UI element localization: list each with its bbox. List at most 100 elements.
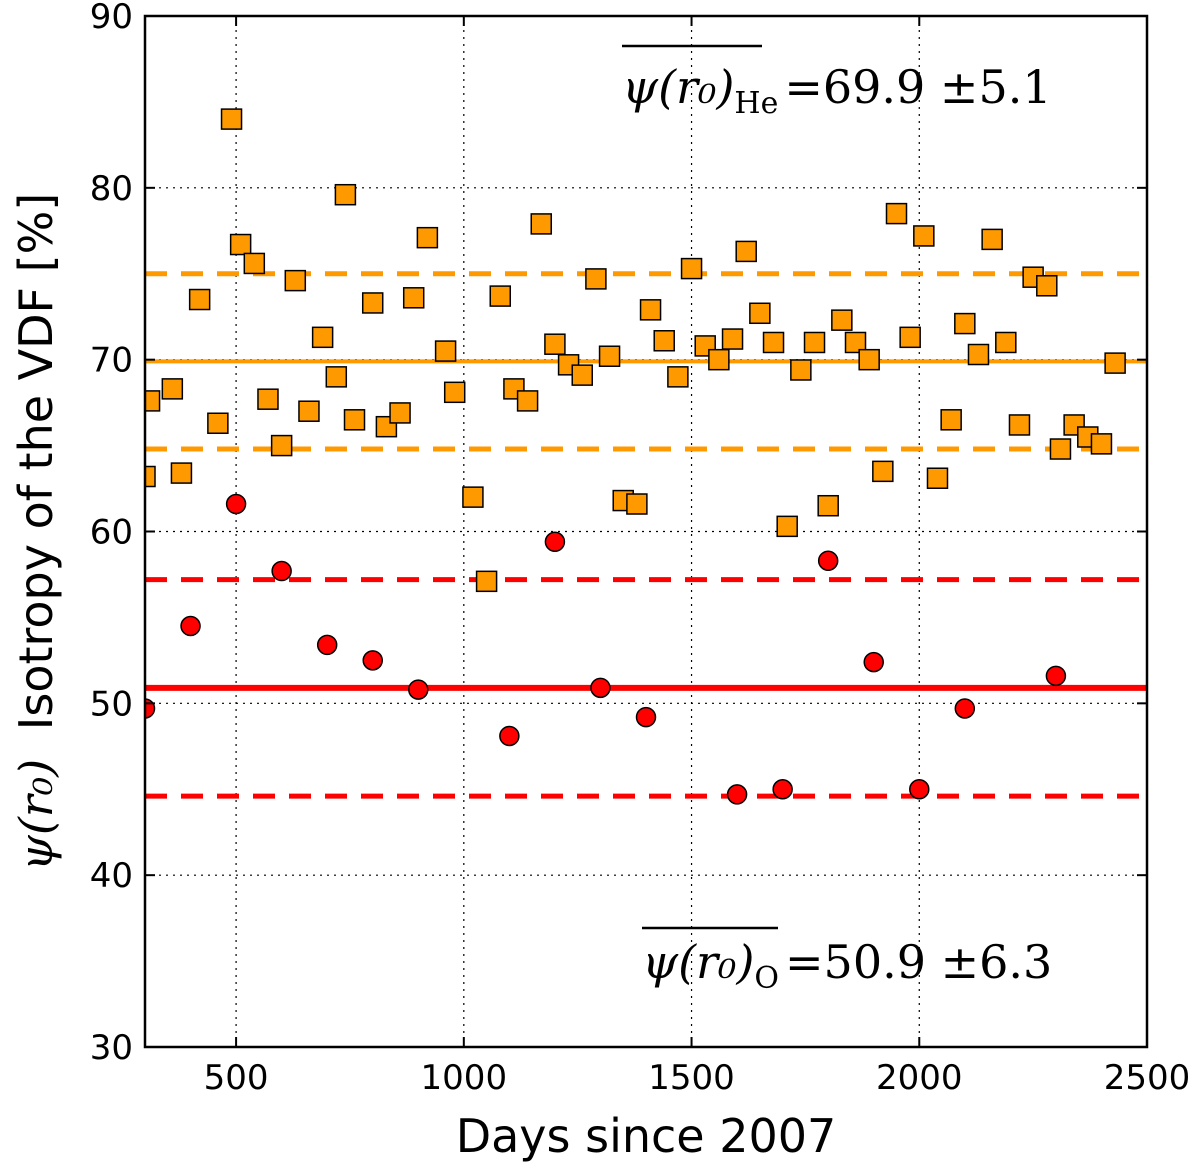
he-data-point — [334, 183, 357, 206]
he-data-point — [735, 240, 757, 263]
o-data-point — [954, 698, 976, 719]
he-data-point — [571, 364, 593, 386]
he-data-point — [708, 348, 730, 371]
he-data-point — [749, 302, 771, 325]
he-data-point — [926, 467, 949, 489]
o-data-point — [408, 679, 429, 700]
he-data-point — [680, 257, 703, 280]
axis-ticks: 500 1000 1500 2000 2500 30 40 50 60 70 80 90 — [90, 0, 1191, 1098]
he-data-point — [434, 340, 457, 362]
he-data-point — [402, 287, 425, 309]
he-annotation-lhs: ψ(r₀) — [622, 60, 734, 114]
he-data-point — [858, 348, 880, 371]
he-annotation-subscript: He — [734, 86, 778, 121]
y-tick-label: 90 — [90, 0, 133, 37]
o-data-point — [863, 651, 884, 673]
he-data-point — [913, 225, 935, 247]
he-data-point — [170, 462, 193, 484]
he-data-point — [188, 288, 211, 311]
he-annotation-text: ψ(r₀)He =69.9 ±5.1 — [622, 60, 1052, 121]
he-data-point — [1049, 438, 1072, 460]
he-data-point — [1090, 433, 1113, 455]
he-mean-annotation: ψ(r₀)He =69.9 ±5.1 — [622, 44, 1052, 121]
he-data-point — [462, 486, 484, 508]
he-data-point — [416, 226, 439, 249]
o-data-point — [909, 779, 930, 800]
o-data-point — [271, 560, 292, 582]
he-data-point — [653, 330, 675, 352]
he-data-point — [1036, 275, 1058, 297]
he-data-point — [243, 252, 266, 275]
he-data-point — [585, 268, 607, 290]
x-tick-label: 500 — [204, 1058, 269, 1098]
he-data-point — [817, 494, 839, 517]
he-data-point — [995, 331, 1017, 354]
o-data-point — [362, 650, 383, 671]
x-tick-label: 2000 — [876, 1058, 963, 1098]
o-data-point — [316, 634, 338, 656]
y-tick-label: 40 — [90, 856, 133, 896]
o-data-point — [544, 531, 566, 553]
he-data-point — [443, 381, 466, 404]
y-axis-title: ψ(r₀) Isotropy of the VDF [%] — [9, 193, 63, 871]
o-data-point — [726, 784, 748, 805]
he-data-point — [776, 515, 798, 538]
he-data-point — [872, 460, 894, 483]
data-markers — [145, 108, 1126, 805]
he-data-point — [161, 378, 184, 400]
he-data-point — [220, 108, 243, 130]
he-data-point — [516, 390, 539, 412]
he-data-point — [361, 292, 384, 314]
grid-lines — [145, 16, 1147, 1047]
he-data-point — [639, 299, 662, 321]
he-data-point — [981, 228, 1003, 251]
y-tick-label: 60 — [90, 513, 133, 553]
y-axis-symbol: ψ(r₀) — [9, 759, 63, 871]
he-data-point — [389, 402, 411, 424]
x-axis-title: Days since 2007 — [456, 1109, 837, 1163]
he-data-point — [803, 331, 826, 354]
o-data-point — [817, 550, 839, 571]
o-annotation-text: ψ(r₀)O =50.9 ±6.3 — [642, 935, 1052, 996]
o-data-point — [499, 725, 520, 747]
he-data-point — [343, 409, 366, 431]
o-data-point — [590, 677, 611, 699]
o-mean-annotation: ψ(r₀)O =50.9 ±6.3 — [642, 926, 1052, 996]
he-data-point — [762, 331, 785, 354]
y-tick-label: 80 — [90, 169, 133, 209]
x-tick-label: 2500 — [1104, 1058, 1191, 1098]
o-annotation-subscript: O — [754, 961, 779, 996]
o-data-point — [1045, 665, 1067, 687]
he-data-point — [284, 269, 307, 292]
he-data-point — [1104, 352, 1126, 374]
he-data-point — [831, 309, 853, 331]
he-data-point — [311, 326, 334, 349]
plot-frame — [143, 14, 1149, 1049]
y-axis-text: Isotropy of the VDF [%] — [9, 193, 63, 730]
y-tick-label: 70 — [90, 341, 133, 381]
he-data-point — [790, 359, 812, 381]
o-data-point — [635, 706, 657, 728]
o-annotation-rhs: =50.9 ±6.3 — [785, 935, 1052, 989]
he-data-point — [967, 343, 990, 366]
he-data-point — [145, 390, 161, 412]
he-data-point — [298, 400, 320, 422]
he-data-point — [145, 465, 156, 488]
he-data-point — [270, 434, 293, 457]
he-data-point — [544, 333, 566, 355]
he-data-point — [598, 345, 621, 367]
he-data-point — [489, 285, 512, 307]
he-data-point — [1008, 414, 1031, 436]
x-tick-label: 1000 — [421, 1058, 508, 1098]
he-annotation-rhs: =69.9 ±5.1 — [784, 60, 1051, 114]
he-data-point — [844, 331, 867, 354]
y-tick-label: 30 — [90, 1028, 133, 1068]
he-data-point — [530, 213, 552, 235]
he-data-point — [207, 412, 229, 434]
he-data-point — [667, 366, 689, 388]
he-data-point — [940, 409, 962, 431]
he-data-point — [475, 570, 498, 593]
he-data-point — [229, 233, 252, 256]
he-data-point — [899, 326, 921, 349]
